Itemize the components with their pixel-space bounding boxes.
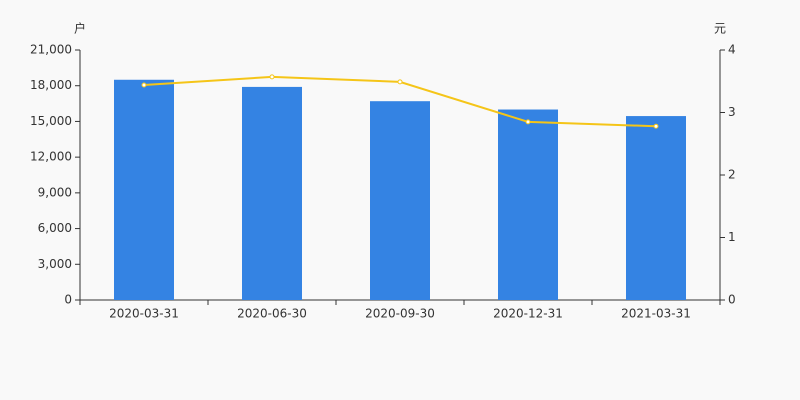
line-point xyxy=(653,123,659,129)
y2-tick-label: 2 xyxy=(728,168,736,182)
y-tick-label: 9,000 xyxy=(38,185,72,199)
x-tick-label: 2020-09-30 xyxy=(365,307,435,321)
x-tick-label: 2021-03-31 xyxy=(621,307,691,321)
bar xyxy=(370,101,430,300)
y-tick-label: 21,000 xyxy=(30,43,72,57)
y-axis-label: 户 xyxy=(74,21,86,36)
y2-tick-label: 1 xyxy=(728,230,736,244)
y-tick-label: 3,000 xyxy=(38,257,72,271)
y-tick-label: 0 xyxy=(64,293,72,307)
y2-tick-label: 0 xyxy=(728,293,736,307)
y-tick-label: 6,000 xyxy=(38,221,72,235)
x-tick-label: 2020-12-31 xyxy=(493,307,563,321)
line-point xyxy=(141,82,147,88)
bar xyxy=(114,79,174,300)
y-tick-label: 18,000 xyxy=(30,78,72,92)
line-point xyxy=(525,119,531,125)
y-tick-label: 15,000 xyxy=(30,114,72,128)
bar xyxy=(242,86,302,301)
y-tick-label: 12,000 xyxy=(30,150,72,164)
bar xyxy=(498,109,558,301)
x-tick-label: 2020-03-31 xyxy=(109,307,179,321)
y2-tick-label: 4 xyxy=(728,43,736,57)
line-point xyxy=(269,74,275,80)
y2-tick-label: 3 xyxy=(728,105,736,119)
y2-axis-label: 元 xyxy=(714,22,726,36)
bar xyxy=(626,116,686,300)
line-point xyxy=(397,79,403,85)
x-tick-label: 2020-06-30 xyxy=(237,307,307,321)
